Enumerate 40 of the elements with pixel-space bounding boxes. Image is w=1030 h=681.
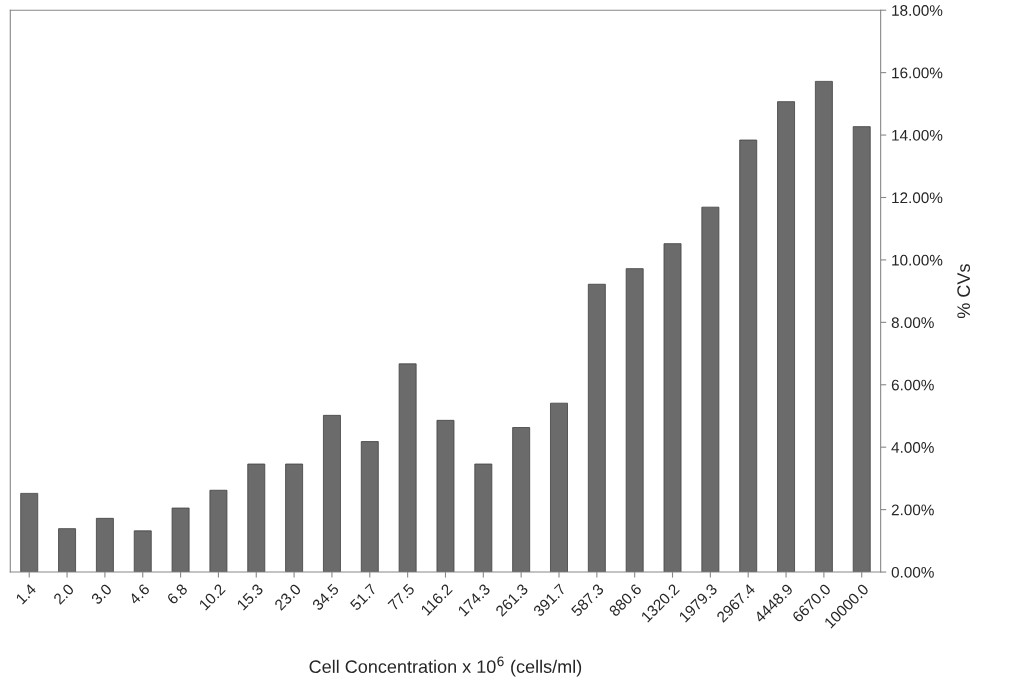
x-tick-label: 2.0 — [52, 583, 75, 605]
y-tick-label: 10.00% — [892, 254, 943, 266]
y-tick-label: 8.00% — [891, 317, 934, 329]
y-tick-label: 16.00% — [892, 67, 943, 79]
bar — [625, 268, 644, 573]
bar — [58, 528, 76, 573]
bar — [663, 243, 682, 573]
bar — [209, 489, 228, 573]
x-tick-label: 4.6 — [128, 583, 151, 606]
x-tick-label: 3.0 — [90, 583, 113, 605]
y-tick-label: 2.00% — [891, 504, 934, 516]
bar — [398, 363, 417, 573]
bar — [512, 427, 531, 573]
y-tick-label: 6.00% — [891, 379, 934, 391]
y-tick-label: 14.00% — [892, 129, 943, 141]
x-tick-label: 6.8 — [166, 583, 189, 605]
x-axis-title: Cell Concentration x 10$^{6}$ (cells/ml) — [309, 656, 582, 677]
y-tick-label: 4.00% — [891, 442, 934, 453]
bar — [323, 414, 341, 573]
x-tick-label: 1.4 — [15, 583, 37, 605]
bar — [436, 419, 455, 573]
bar — [777, 101, 795, 573]
bar — [587, 283, 606, 573]
bar — [285, 463, 304, 573]
bar — [814, 80, 833, 573]
bar — [550, 402, 568, 573]
bar — [95, 517, 114, 573]
bar — [474, 463, 493, 573]
bar — [20, 492, 39, 573]
bar — [360, 441, 379, 573]
y-tick-label: 0.00% — [891, 566, 934, 578]
y-tick-label: 12.00% — [892, 192, 943, 204]
bar — [247, 463, 266, 573]
bar — [739, 139, 758, 573]
bar — [133, 530, 152, 573]
y-axis-title: % CVs — [957, 264, 971, 319]
bar — [852, 126, 871, 573]
bar — [171, 507, 190, 573]
bar — [701, 206, 720, 573]
y-tick-label: 18.00% — [892, 5, 943, 16]
